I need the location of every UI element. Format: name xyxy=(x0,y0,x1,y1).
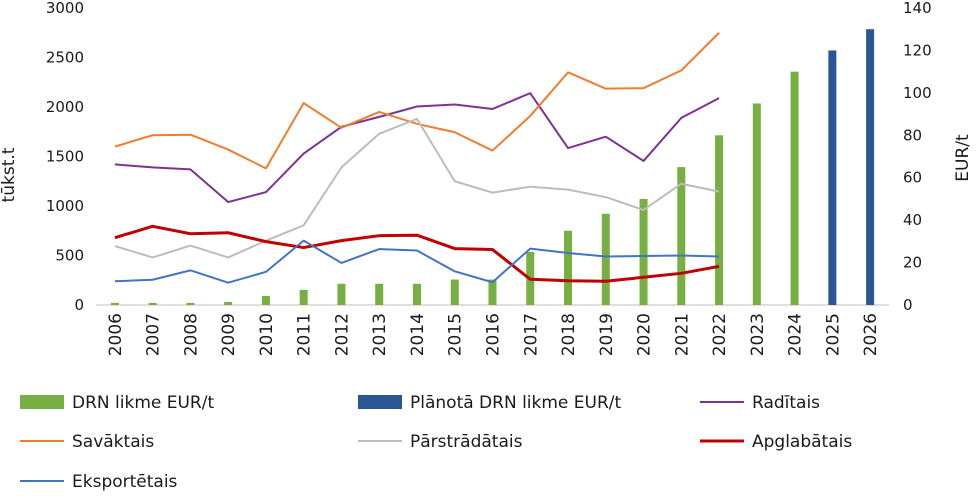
y-left-tick-label: 1000 xyxy=(46,197,84,215)
y-right-tick-label: 40 xyxy=(903,211,922,229)
x-tick-label: 2022 xyxy=(710,313,730,356)
legend-label: Savāktais xyxy=(72,432,154,452)
x-tick-label: 2020 xyxy=(635,313,655,356)
bar xyxy=(148,302,157,305)
y-left-tick-label: 1500 xyxy=(46,148,84,166)
bar xyxy=(752,103,761,305)
x-tick-label: 2014 xyxy=(408,313,428,356)
bar xyxy=(224,302,233,305)
x-tick-label: 2017 xyxy=(521,313,541,356)
lines xyxy=(114,32,720,284)
bar xyxy=(299,289,308,305)
y-left-tick-label: 500 xyxy=(55,247,84,265)
y-right-tick-label: 20 xyxy=(903,254,922,272)
legend-label: Eksportētais xyxy=(72,472,178,492)
bar xyxy=(828,50,837,305)
legend-label: Pārstrādātais xyxy=(410,432,523,452)
bar xyxy=(601,213,610,305)
bar xyxy=(639,198,648,305)
bar xyxy=(375,283,384,305)
legend: DRN likme EUR/t Plānotā DRN likme EUR/t Ra… xyxy=(20,393,852,492)
x-tick-label: 2012 xyxy=(332,313,352,356)
bar xyxy=(715,135,724,305)
y-right-tick-label: 0 xyxy=(903,296,913,314)
x-tick-label: 2009 xyxy=(219,313,239,356)
legend-swatch xyxy=(358,395,402,409)
x-tick-label: 2023 xyxy=(748,313,768,356)
x-tick-label: 2011 xyxy=(295,313,315,356)
bar xyxy=(866,29,875,305)
y-right-tick-label: 80 xyxy=(903,126,922,144)
y-right-tick-label: 60 xyxy=(903,169,922,187)
x-tick-label: 2010 xyxy=(257,313,277,356)
series-line xyxy=(114,224,720,283)
x-tick-label: 2016 xyxy=(484,313,504,356)
bar xyxy=(261,295,270,305)
legend-label: Apglabātais xyxy=(752,432,852,452)
x-tick-label: 2019 xyxy=(597,313,617,356)
y-right-tick-label: 100 xyxy=(903,84,932,102)
tick-labels: 0 500 1000 1500 2000 2500 3000 0 20 40 60 80 100 120 1… xyxy=(46,0,932,356)
bar xyxy=(488,279,497,305)
bar xyxy=(790,71,799,306)
series-line xyxy=(114,92,720,204)
legend-label: Plānotā DRN likme EUR/t xyxy=(410,393,622,413)
bar xyxy=(337,283,346,305)
x-tick-label: 2013 xyxy=(370,313,390,356)
series-line xyxy=(114,32,720,170)
y-left-tick-label: 2000 xyxy=(46,98,84,116)
x-tick-label: 2006 xyxy=(106,313,126,356)
legend-label: DRN likme EUR/t xyxy=(72,393,214,413)
bar xyxy=(186,302,195,305)
legend-swatch xyxy=(20,395,64,409)
y-right-tick-label: 140 xyxy=(903,0,932,17)
bar xyxy=(677,167,686,305)
y-axis-left-title: tūkst.t xyxy=(0,147,19,202)
bar xyxy=(450,279,459,305)
y-axis-right-title: EUR/t xyxy=(953,134,973,182)
y-right-tick-label: 120 xyxy=(903,41,932,59)
x-tick-label: 2024 xyxy=(786,313,806,356)
bar xyxy=(564,230,573,305)
x-tick-label: 2025 xyxy=(823,313,843,356)
bar xyxy=(412,283,421,305)
axis-titles: tūkst.t EUR/t xyxy=(0,134,973,202)
y-left-tick-label: 2500 xyxy=(46,49,84,67)
x-tick-label: 2015 xyxy=(446,313,466,356)
x-tick-label: 2018 xyxy=(559,313,579,356)
x-tick-label: 2026 xyxy=(861,313,881,356)
x-tick-label: 2021 xyxy=(672,313,692,356)
x-tick-label: 2007 xyxy=(144,313,164,356)
y-left-tick-label: 0 xyxy=(74,296,84,314)
series-line xyxy=(114,117,720,259)
bar xyxy=(110,302,119,305)
y-left-tick-label: 3000 xyxy=(46,0,84,17)
series-line xyxy=(114,239,720,284)
legend-label: Radītais xyxy=(752,393,820,413)
x-tick-label: 2008 xyxy=(181,313,201,356)
bars xyxy=(110,29,875,306)
